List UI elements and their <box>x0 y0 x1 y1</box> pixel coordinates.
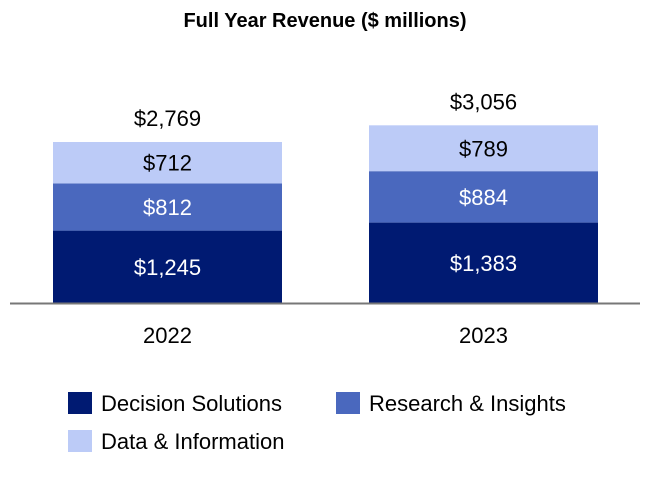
bar-segment-2023-2 <box>369 125 598 172</box>
total-label: $3,056 <box>450 89 517 114</box>
bar-segment-2022-0 <box>53 230 282 303</box>
bar-segment-2022-2 <box>53 142 282 184</box>
total-label: $2,769 <box>134 106 201 131</box>
data-label: $812 <box>143 195 192 220</box>
legend-swatch <box>68 392 92 414</box>
legend-label: Data & Information <box>101 429 284 454</box>
bar-segment-2023-0 <box>369 222 598 303</box>
data-label: $1,245 <box>134 255 201 280</box>
data-label: $1,383 <box>450 251 517 276</box>
data-label: $712 <box>143 151 192 176</box>
x-tick-label: 2022 <box>143 323 192 348</box>
data-label: $884 <box>459 185 508 210</box>
chart-title: Full Year Revenue ($ millions) <box>183 10 466 32</box>
data-label: $789 <box>459 136 508 161</box>
bar-segment-2023-1 <box>369 171 598 223</box>
legend-label: Research & Insights <box>369 391 566 416</box>
x-tick-label: 2023 <box>459 323 508 348</box>
legend-swatch <box>336 392 360 414</box>
legend-swatch <box>68 430 92 452</box>
bar-segment-2022-1 <box>53 183 282 231</box>
legend-label: Decision Solutions <box>101 391 282 416</box>
